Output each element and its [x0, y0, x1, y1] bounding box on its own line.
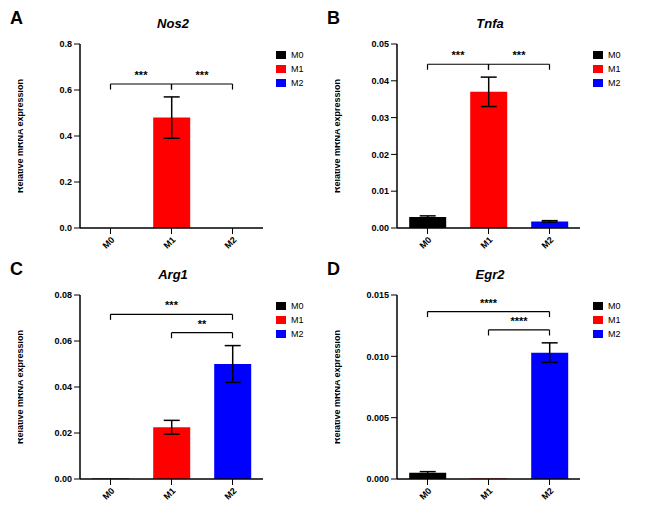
svg-text:0.010: 0.010	[366, 352, 389, 362]
html-text:M1: M1	[608, 315, 621, 325]
svg-text:0.6: 0.6	[59, 85, 72, 95]
svg-text:M0: M0	[101, 235, 117, 251]
html-text:Arg1: Arg1	[158, 267, 188, 282]
html-text:M0: M0	[291, 50, 304, 60]
svg-text:**: **	[198, 318, 207, 330]
svg-text:Relative mRNA expression: Relative mRNA expression	[335, 330, 342, 444]
svg-text:0.0: 0.0	[59, 223, 72, 233]
svg-text:0.05: 0.05	[371, 39, 389, 49]
svg-text:0.06: 0.06	[54, 336, 72, 346]
svg-text:0.03: 0.03	[371, 113, 389, 123]
svg-text:0.02: 0.02	[371, 150, 389, 160]
svg-text:M2: M2	[540, 235, 556, 251]
html-text:D: D	[327, 259, 340, 279]
svg-text:0.01: 0.01	[371, 186, 389, 196]
html-text:M0: M0	[291, 301, 304, 311]
svg-text:0.015: 0.015	[366, 290, 389, 300]
svg-text:Relative mRNA expression: Relative mRNA expression	[18, 79, 25, 193]
svg-text:0.02: 0.02	[54, 428, 72, 438]
svg-text:0.04: 0.04	[54, 382, 72, 392]
svg-text:M2: M2	[223, 235, 239, 251]
svg-text:***: ***	[513, 49, 527, 61]
html-text:M1: M1	[291, 64, 304, 74]
svg-text:0.4: 0.4	[59, 131, 72, 141]
html-text:M1: M1	[291, 315, 304, 325]
svg-text:0.00: 0.00	[371, 223, 389, 233]
html-text:M2: M2	[291, 329, 304, 339]
svg-text:M1: M1	[479, 486, 495, 502]
svg-text:M0: M0	[101, 486, 117, 502]
html-text:M1: M1	[608, 64, 621, 74]
html-text:M2: M2	[608, 78, 621, 88]
svg-text:***: ***	[452, 49, 466, 61]
html-text:A: A	[10, 8, 23, 28]
svg-text:***: ***	[196, 69, 210, 81]
svg-text:***: ***	[135, 69, 149, 81]
html-text:B: B	[327, 8, 340, 28]
svg-text:M1: M1	[162, 486, 178, 502]
svg-text:Relative mRNA expression: Relative mRNA expression	[335, 79, 342, 193]
svg-text:M1: M1	[162, 235, 178, 251]
svg-text:0.00: 0.00	[54, 474, 72, 484]
svg-text:M2: M2	[223, 486, 239, 502]
html-text:Nos2: Nos2	[157, 16, 189, 31]
svg-text:0.2: 0.2	[59, 177, 72, 187]
svg-text:0.08: 0.08	[54, 290, 72, 300]
svg-text:***: ***	[165, 299, 179, 311]
html-text:M0: M0	[608, 50, 621, 60]
svg-text:M0: M0	[418, 235, 434, 251]
html-text:C: C	[10, 259, 23, 279]
svg-text:0.8: 0.8	[59, 39, 72, 49]
svg-text:****: ****	[480, 297, 498, 309]
svg-text:M1: M1	[479, 235, 495, 251]
svg-text:M0: M0	[418, 486, 434, 502]
svg-text:****: ****	[510, 315, 528, 327]
html-text:Egr2: Egr2	[475, 267, 505, 282]
html-text:Tnfa: Tnfa	[476, 16, 504, 31]
html-text:M2: M2	[608, 329, 621, 339]
svg-text:M2: M2	[540, 486, 556, 502]
svg-text:Relative mRNA expression: Relative mRNA expression	[18, 330, 25, 444]
html-text:M2: M2	[291, 78, 304, 88]
svg-text:0.000: 0.000	[366, 474, 389, 484]
html-text:M0: M0	[608, 301, 621, 311]
svg-text:0.005: 0.005	[366, 413, 389, 423]
svg-text:0.04: 0.04	[371, 76, 389, 86]
